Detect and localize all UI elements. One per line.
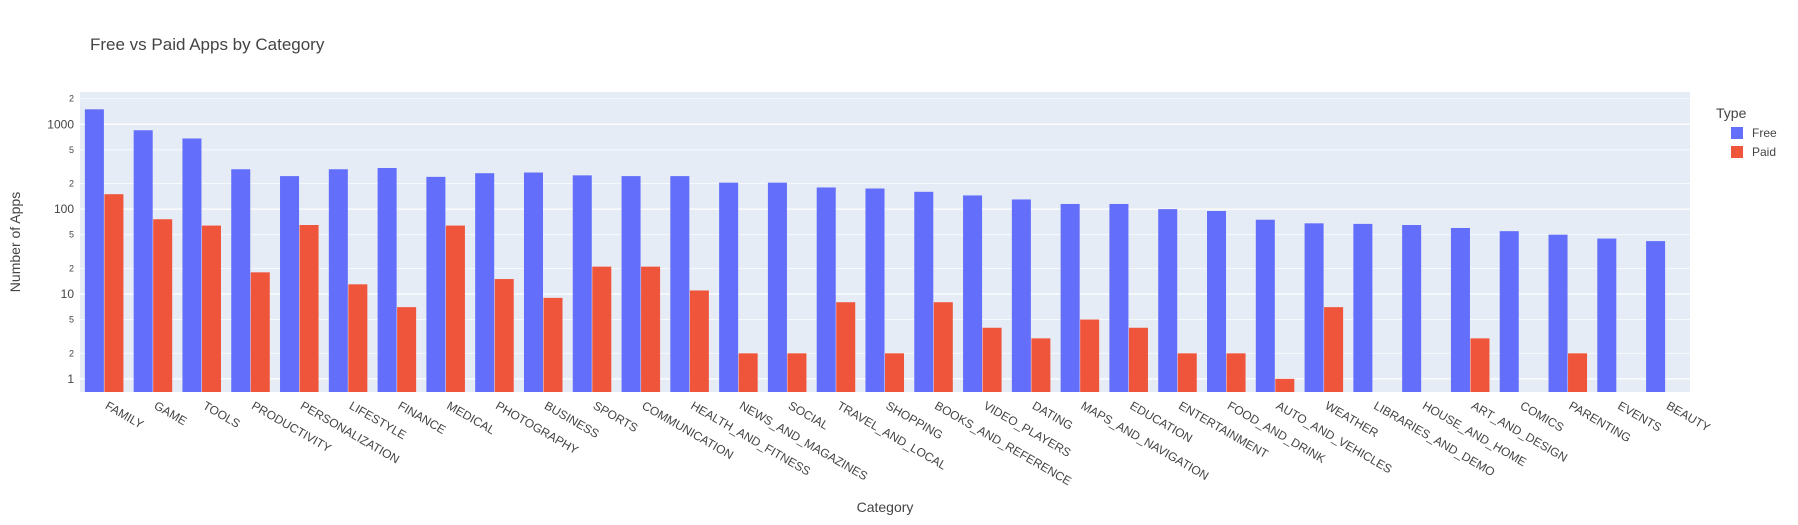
- bar-paid-parenting[interactable]: [1568, 353, 1588, 392]
- bar-paid-books_and_reference[interactable]: [933, 302, 953, 392]
- bar-paid-game[interactable]: [153, 219, 173, 392]
- bar-paid-shopping[interactable]: [885, 353, 905, 392]
- y-minor-tick-label: 2: [69, 348, 74, 358]
- bar-paid-art_and_design[interactable]: [1470, 338, 1490, 392]
- bar-paid-medical[interactable]: [445, 225, 465, 392]
- bar-free-libraries_and_demo[interactable]: [1353, 223, 1373, 392]
- bar-free-food_and_drink[interactable]: [1207, 211, 1227, 392]
- bar-free-lifestyle[interactable]: [328, 169, 348, 392]
- bars: [84, 109, 1666, 393]
- legend-title: Type: [1716, 105, 1747, 121]
- bar-free-tools[interactable]: [182, 138, 202, 392]
- y-axis-title: Number of Apps: [7, 192, 23, 292]
- bar-paid-auto_and_vehicles[interactable]: [1275, 378, 1295, 392]
- y-tick-label: 100: [54, 202, 74, 216]
- x-tick-label: MEDICAL: [444, 398, 497, 437]
- legend-item-paid[interactable]: Paid: [1731, 145, 1776, 159]
- bar-paid-entertainment[interactable]: [1177, 353, 1197, 392]
- bar-free-sports[interactable]: [572, 175, 592, 392]
- bar-paid-finance[interactable]: [397, 307, 417, 392]
- bar-free-parenting[interactable]: [1548, 234, 1568, 392]
- bar-free-maps_and_navigation[interactable]: [1060, 203, 1080, 392]
- bar-free-art_and_design[interactable]: [1450, 227, 1470, 392]
- bar-free-auto_and_vehicles[interactable]: [1255, 219, 1275, 392]
- bar-free-finance[interactable]: [377, 168, 397, 392]
- x-tick-label: BEAUTY: [1664, 398, 1713, 434]
- bar-free-events[interactable]: [1597, 238, 1617, 392]
- bar-paid-photography[interactable]: [494, 279, 514, 392]
- bar-paid-social[interactable]: [787, 353, 807, 392]
- y-minor-tick-label: 2: [69, 263, 74, 273]
- bar-paid-travel_and_local[interactable]: [836, 302, 856, 392]
- bar-paid-business[interactable]: [543, 297, 563, 392]
- bar-paid-family[interactable]: [104, 194, 124, 392]
- x-axis-ticks: FAMILY GAME TOOLS PRODUCTIVITYPERSONALIZATI…: [103, 398, 1713, 488]
- y-minor-tick-label: 5: [69, 145, 74, 155]
- y-tick-label: 1000: [47, 117, 74, 131]
- x-tick-label: FAMILY: [103, 398, 146, 431]
- legend-label: Paid: [1752, 145, 1776, 159]
- bar-free-medical[interactable]: [426, 176, 446, 392]
- bar-paid-productivity[interactable]: [250, 272, 270, 392]
- bar-free-personalization[interactable]: [280, 176, 300, 392]
- bar-paid-education[interactable]: [1128, 327, 1148, 392]
- bar-free-weather[interactable]: [1304, 223, 1324, 392]
- y-minor-tick-label: 5: [69, 230, 74, 240]
- bar-paid-news_and_magazines[interactable]: [738, 353, 758, 392]
- bar-free-health_and_fitness[interactable]: [670, 176, 690, 392]
- x-axis-title: Category: [857, 499, 914, 515]
- bar-paid-weather[interactable]: [1324, 307, 1344, 392]
- y-minor-tick-label: 2: [69, 94, 74, 104]
- bar-free-social[interactable]: [767, 182, 787, 392]
- bar-free-productivity[interactable]: [231, 169, 251, 392]
- bar-free-news_and_magazines[interactable]: [719, 182, 739, 392]
- bar-free-family[interactable]: [84, 109, 104, 392]
- bar-free-entertainment[interactable]: [1158, 209, 1178, 392]
- bar-free-house_and_home[interactable]: [1402, 225, 1422, 392]
- bar-paid-maps_and_navigation[interactable]: [1080, 319, 1100, 392]
- bar-free-shopping[interactable]: [865, 188, 885, 393]
- bar-free-comics[interactable]: [1499, 231, 1519, 392]
- bar-paid-video_players[interactable]: [982, 327, 1002, 392]
- bar-free-education[interactable]: [1109, 203, 1129, 392]
- y-tick-label: 10: [61, 287, 75, 301]
- bar-paid-tools[interactable]: [201, 225, 221, 392]
- bar-free-photography[interactable]: [475, 173, 495, 392]
- legend-item-free[interactable]: Free: [1731, 126, 1777, 140]
- legend-swatch: [1731, 127, 1743, 139]
- bar-free-beauty[interactable]: [1646, 241, 1666, 392]
- bar-free-video_players[interactable]: [963, 195, 983, 392]
- chart-title: Free vs Paid Apps by Category: [90, 35, 325, 54]
- x-tick-label: COMMUNICATION: [640, 398, 736, 462]
- bar-paid-sports[interactable]: [592, 266, 612, 392]
- bar-paid-dating[interactable]: [1031, 338, 1051, 392]
- bar-free-business[interactable]: [523, 172, 543, 392]
- bar-free-communication[interactable]: [621, 176, 641, 392]
- y-minor-tick-label: 2: [69, 179, 74, 189]
- legend-label: Free: [1752, 126, 1777, 140]
- legend[interactable]: Type Free Paid: [1716, 105, 1777, 159]
- y-minor-tick-label: 5: [69, 315, 74, 325]
- x-tick-label: PHOTOGRAPHY: [493, 398, 581, 457]
- bar-paid-food_and_drink[interactable]: [1226, 353, 1246, 392]
- bar-free-travel_and_local[interactable]: [816, 187, 836, 392]
- x-tick-label: GAME: [152, 398, 190, 428]
- y-tick-label: 1: [67, 372, 74, 386]
- bar-free-dating[interactable]: [1011, 199, 1031, 392]
- bar-paid-health_and_fitness[interactable]: [689, 290, 709, 392]
- legend-swatch: [1731, 146, 1743, 158]
- bar-paid-personalization[interactable]: [299, 225, 319, 392]
- x-tick-label: TOOLS: [200, 398, 242, 430]
- y-axis-ticks: 1 10 100 1000 2 5 2 5 2 5 2: [47, 94, 74, 386]
- bar-free-game[interactable]: [133, 130, 153, 392]
- plot-background: [80, 92, 1690, 392]
- bar-free-books_and_reference[interactable]: [914, 191, 934, 392]
- bar-paid-communication[interactable]: [641, 266, 661, 392]
- bar-paid-lifestyle[interactable]: [348, 284, 368, 392]
